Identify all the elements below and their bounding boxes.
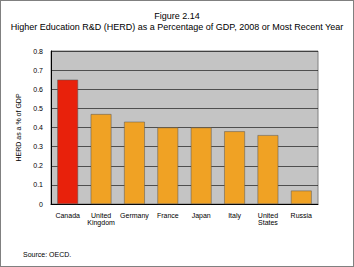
svg-text:Germany: Germany xyxy=(120,212,149,220)
svg-text:0.2: 0.2 xyxy=(33,162,43,169)
svg-text:0.8: 0.8 xyxy=(33,48,43,55)
svg-text:France: France xyxy=(157,212,179,219)
svg-text:Kingdom: Kingdom xyxy=(87,219,115,227)
svg-text:Japan: Japan xyxy=(192,212,211,220)
svg-text:0.5: 0.5 xyxy=(33,105,43,112)
svg-text:0.3: 0.3 xyxy=(33,143,43,150)
svg-text:0.7: 0.7 xyxy=(33,67,43,74)
svg-text:Russia: Russia xyxy=(291,212,313,219)
svg-text:United: United xyxy=(258,212,278,219)
svg-text:0.1: 0.1 xyxy=(33,181,43,188)
svg-text:Higher Education R&D (HERD) as: Higher Education R&D (HERD) as a Percent… xyxy=(11,22,344,32)
svg-text:0.6: 0.6 xyxy=(33,86,43,93)
svg-text:States: States xyxy=(258,219,278,226)
svg-text:Italy: Italy xyxy=(228,212,241,220)
svg-text:United: United xyxy=(91,212,111,219)
svg-text:HERD as a % of GDP: HERD as a % of GDP xyxy=(15,93,22,161)
svg-text:Canada: Canada xyxy=(55,212,80,219)
svg-text:0: 0 xyxy=(39,201,43,208)
svg-text:0.4: 0.4 xyxy=(33,124,43,131)
svg-text:Figure 2.14: Figure 2.14 xyxy=(154,11,200,21)
svg-text:Source: OECD.: Source: OECD. xyxy=(23,251,71,258)
